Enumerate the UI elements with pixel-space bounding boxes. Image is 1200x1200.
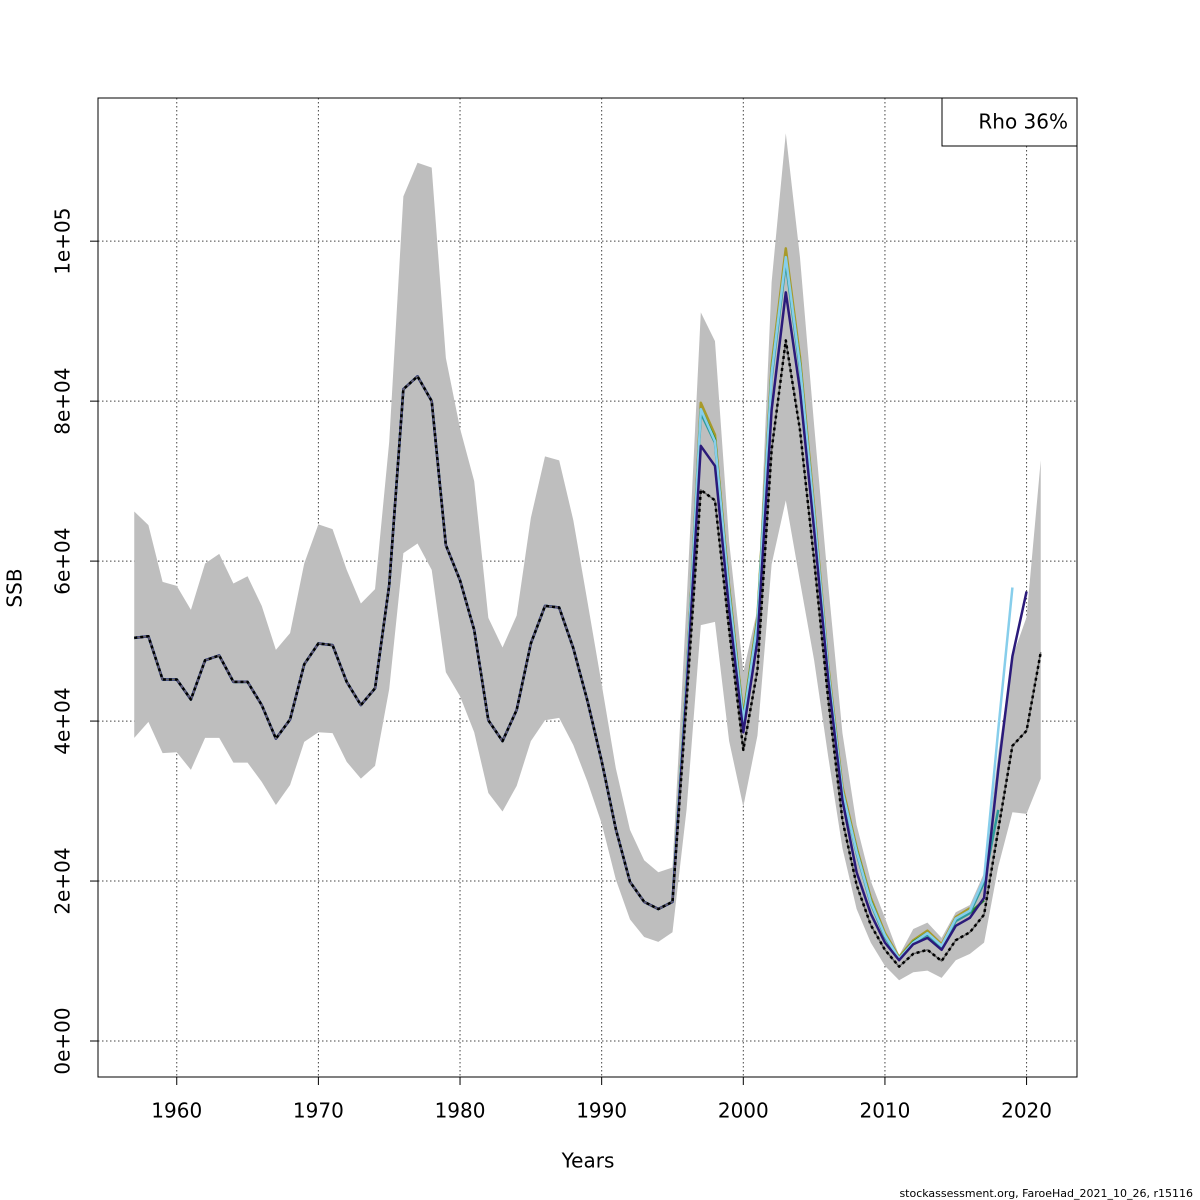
y-tick-label: 6e+04 <box>51 527 75 594</box>
y-axis-label: SSB <box>3 568 27 607</box>
x-tick-label: 1990 <box>576 1099 627 1123</box>
x-tick-label: 2000 <box>718 1099 769 1123</box>
x-tick-label: 1980 <box>435 1099 486 1123</box>
legend-text: Rho 36% <box>978 110 1068 134</box>
y-tick-label: 8e+04 <box>51 368 75 435</box>
confidence-band <box>134 133 1041 981</box>
x-tick-label: 1970 <box>293 1099 344 1123</box>
x-tick-label: 1960 <box>151 1099 202 1123</box>
x-tick-label: 2010 <box>859 1099 910 1123</box>
y-tick-label: 4e+04 <box>51 687 75 754</box>
plot-frame <box>97 97 1078 1078</box>
y-tick-label: 2e+04 <box>51 847 75 914</box>
x-axis-label: Years <box>561 1149 615 1173</box>
y-tick-label: 1e+05 <box>51 208 75 275</box>
x-tick-label: 2020 <box>1001 1099 1052 1123</box>
series-line <box>134 339 1042 968</box>
footer: stockassessment.org, FaroeHad_2021_10_26… <box>899 1187 1193 1200</box>
legend-box <box>941 97 1078 147</box>
y-tick-label: 0e+00 <box>51 1007 75 1074</box>
